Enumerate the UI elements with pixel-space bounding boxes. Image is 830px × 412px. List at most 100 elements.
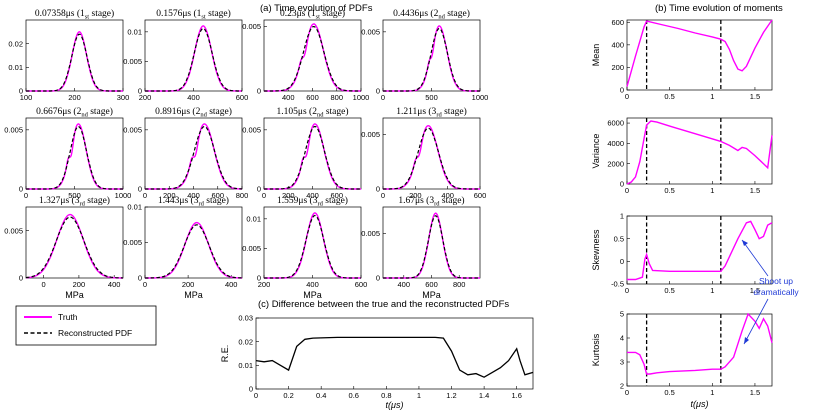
x-tick-label: 1000 [115, 191, 132, 200]
y-tick-label: 0.01 [8, 63, 23, 72]
axes-frame [626, 215, 773, 285]
x-tick-label: 0 [143, 191, 147, 200]
y-tick-label: 2000 [607, 159, 624, 168]
y-tick-label: 0.005 [361, 130, 380, 139]
panel-title: 0.8916μs (2nd stage) [155, 106, 232, 119]
annotation-line-2: dramatically [753, 287, 799, 297]
x-tick-label: 300 [117, 93, 130, 102]
y-tick-label: 400 [611, 40, 624, 49]
panel-title-time: 0.8916μs (2 [155, 106, 200, 117]
panel-title-time: 1.327μs (3 [39, 195, 80, 206]
y-tick-label: 4000 [607, 139, 624, 148]
x-tick-label: 1 [710, 286, 714, 295]
panel-title-sub: rd [436, 112, 442, 119]
x-axis-label: MPa [65, 290, 84, 300]
reconstructed-curve [264, 214, 361, 279]
annotation-arrowhead-bottom [744, 337, 749, 344]
reconstructed-curve [264, 26, 361, 92]
panel-title-time: 0.07358μs (1 [35, 8, 85, 19]
y-tick-label: 0 [138, 87, 142, 96]
annotation: Shoot up dramatically [741, 239, 799, 345]
x-axis-label: t(μs) [386, 400, 404, 410]
y-tick-label: 0 [19, 274, 23, 283]
x-tick-label: 1 [710, 186, 714, 195]
chart-2: 400 600 800 1000 0 0.005 0.23μs (1st stage) [242, 8, 369, 102]
x-tick-label: 800 [453, 280, 466, 289]
x-tick-label: 1.5 [750, 388, 760, 397]
panel-title: 1.67μs (3rd stage) [398, 195, 464, 208]
x-tick-label: 200 [139, 93, 152, 102]
y-tick-label: 0 [376, 274, 380, 283]
chart-11: 400 600 800 0 0.005 MPa 1.67μs (3rd stage) [361, 195, 481, 300]
reconstructed-curve [25, 216, 124, 279]
panel-title-sub: nd [438, 14, 445, 21]
y-tick-label: 1 [620, 212, 624, 221]
legend-truth-label: Truth [58, 312, 78, 322]
y-tick-label: 0 [376, 185, 380, 194]
reconstructed-curve [383, 127, 480, 190]
y-tick-label: 0.005 [123, 238, 142, 247]
x-tick-label: 1.4 [479, 391, 489, 400]
panel-title: 1.559μs (3rd stage) [277, 195, 348, 208]
x-tick-label: 0.2 [283, 391, 293, 400]
x-tick-label: 0.6 [349, 391, 359, 400]
panel-title-sub: rd [198, 201, 204, 208]
reconstructed-curve [145, 126, 242, 190]
axes-frame [263, 19, 362, 92]
panel-title-sub: nd [81, 112, 88, 119]
section-title-a: (a) Time evolution of PDFs [260, 3, 373, 14]
y-axis-label: Variance [591, 134, 601, 169]
x-tick-label: 400 [108, 280, 121, 289]
x-tick-label: 100 [20, 93, 33, 102]
chart-13: 0 0.5 1 1.5 0 2000 4000 6000 Variance [591, 117, 773, 195]
x-tick-label: 400 [306, 280, 319, 289]
panel-title: 1.327μs (3rd stage) [39, 195, 110, 208]
panel-title-time: 0.4436μs (2 [393, 8, 438, 19]
panel-title: 1.211μs (3rd stage) [396, 106, 467, 119]
x-tick-label: 400 [306, 191, 319, 200]
x-tick-label: 0 [24, 191, 28, 200]
chart-10: 200 400 600 0 0.005 0.01 MPa 1.559μs (3rd stage… [242, 195, 367, 300]
y-tick-label: 0 [257, 87, 261, 96]
x-tick-label: 600 [355, 280, 368, 289]
y-tick-label: 0.005 [4, 226, 23, 235]
y-tick-label: 0.02 [8, 39, 23, 48]
panel-title: 0.1576μs (1st stage) [156, 8, 231, 21]
reconstructed-curve [145, 27, 242, 92]
section-title-b: (b) Time evolution of moments [655, 3, 783, 14]
panel-title-sub: rd [79, 201, 85, 208]
y-tick-label: 0.005 [361, 27, 380, 36]
y-tick-label: 0 [138, 274, 142, 283]
moment-series-line [626, 120, 773, 185]
panel-title: 1.105μs (2nd stage) [276, 106, 348, 119]
y-tick-label: 0 [620, 257, 624, 266]
x-tick-label: 0.8 [381, 391, 391, 400]
axes-frame [626, 117, 773, 185]
truth-curve [145, 221, 242, 279]
x-tick-label: 0 [254, 391, 258, 400]
panel-title-stage: stage) [206, 8, 231, 19]
panel-title-stage: stage) [88, 106, 113, 117]
x-tick-label: 0.5 [664, 186, 674, 195]
panel-title: 0.07358μs (1st stage) [35, 8, 114, 21]
x-tick-label: 600 [306, 93, 319, 102]
y-tick-label: 0.005 [242, 244, 261, 253]
axes-frame [144, 206, 243, 279]
axes-frame [382, 206, 481, 279]
x-tick-label: 1000 [353, 93, 370, 102]
panel-title-time: 0.23μs (1 [280, 8, 316, 19]
chart-12: 0 0.5 1 1.5 0 200 400 600 Mean [591, 18, 773, 101]
y-tick-label: 6000 [607, 119, 624, 128]
chart-3: 0 500 1000 0 0.005 0.4436μs (2nd stage) [361, 8, 488, 102]
axes-frame [255, 317, 534, 390]
x-tick-label: 500 [68, 191, 81, 200]
y-tick-label: 0.005 [123, 57, 142, 66]
x-tick-label: 1 [710, 92, 714, 101]
x-axis-label: MPa [422, 290, 441, 300]
y-axis-label: Kurtosis [591, 333, 601, 366]
x-tick-label: 400 [187, 191, 200, 200]
x-tick-label: 0 [42, 280, 46, 289]
y-axis-label: Mean [591, 44, 601, 67]
reconstructed-curve [383, 28, 480, 92]
y-tick-label: 0.005 [123, 125, 142, 134]
